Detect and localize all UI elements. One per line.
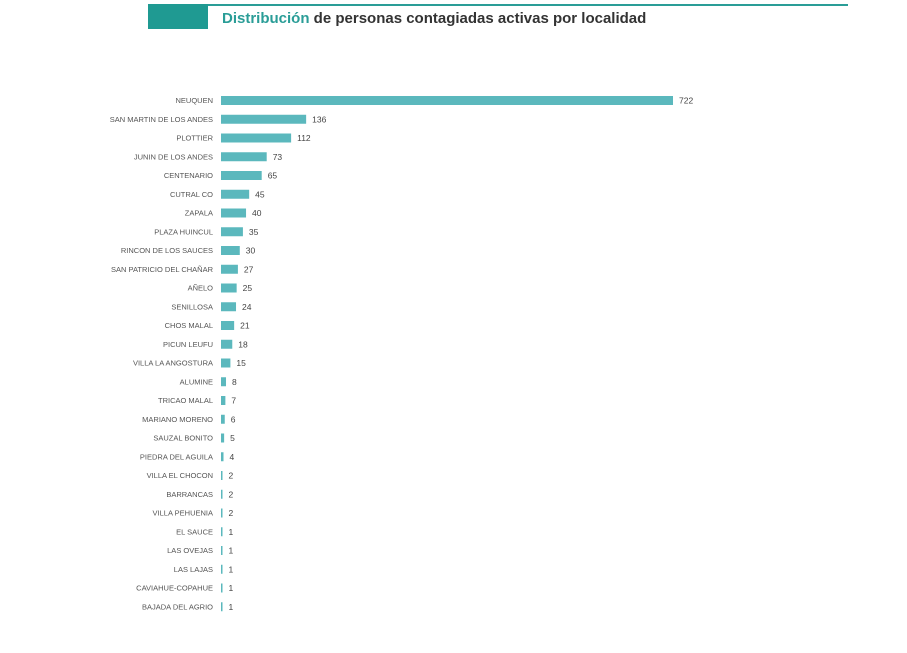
value-label: 25 xyxy=(243,283,253,293)
bar xyxy=(221,133,292,143)
value-label: 136 xyxy=(312,114,326,124)
bar xyxy=(221,114,307,124)
value-label: 27 xyxy=(244,264,254,274)
value-label: 24 xyxy=(242,302,252,312)
bar xyxy=(221,471,223,480)
bar xyxy=(221,152,267,162)
value-label: 5 xyxy=(230,433,235,443)
category-label: CHOS MALAL xyxy=(165,321,213,330)
bar xyxy=(221,489,223,499)
bar xyxy=(221,302,237,312)
category-label: SAUZAL BONITO xyxy=(153,434,213,443)
bar xyxy=(221,283,237,293)
bar xyxy=(221,583,223,593)
category-label: CUTRAL CO xyxy=(170,190,213,199)
bar xyxy=(221,602,223,612)
value-label: 15 xyxy=(236,358,246,368)
category-label: SAN PATRICIO DEL CHAÑAR xyxy=(111,265,214,274)
bar xyxy=(221,546,223,555)
bar xyxy=(221,564,223,574)
category-label: VILLA LA ANGOSTURA xyxy=(133,359,213,368)
value-label: 21 xyxy=(240,321,250,331)
category-label: BARRANCAS xyxy=(166,490,213,499)
value-label: 2 xyxy=(229,489,234,499)
category-label: PLAZA HUINCUL xyxy=(154,227,213,236)
value-label: 722 xyxy=(679,96,693,106)
value-label: 1 xyxy=(229,546,234,556)
title-highlight: Distribución xyxy=(222,10,310,27)
value-label: 1 xyxy=(229,527,234,537)
bar xyxy=(221,433,225,443)
bar xyxy=(221,264,238,274)
value-label: 73 xyxy=(273,152,283,162)
category-label: BAJADA DEL AGRIO xyxy=(142,602,213,611)
bar xyxy=(221,96,673,105)
bar xyxy=(221,452,224,462)
category-label: JUNIN DE LOS ANDES xyxy=(134,152,213,161)
category-label: CAVIAHUE-COPAHUE xyxy=(136,584,213,593)
bar xyxy=(221,508,223,518)
category-label: PIEDRA DEL AGUILA xyxy=(140,452,213,461)
bar xyxy=(221,527,223,537)
category-label: NEUQUEN xyxy=(175,96,213,105)
value-label: 6 xyxy=(231,414,236,424)
bar xyxy=(221,189,250,199)
header-rule xyxy=(148,4,848,6)
value-label: 2 xyxy=(229,508,234,518)
category-label: TRICAO MALAL xyxy=(158,396,213,405)
value-label: 40 xyxy=(252,208,262,218)
bar xyxy=(221,396,226,405)
value-label: 8 xyxy=(232,377,237,387)
category-label: CENTENARIO xyxy=(164,171,213,180)
category-label: LAS OVEJAS xyxy=(167,546,213,555)
bar xyxy=(221,171,262,180)
bar xyxy=(221,339,233,349)
value-label: 2 xyxy=(229,471,234,481)
value-label: 1 xyxy=(229,602,234,612)
category-label: RINCON DE LOS SAUCES xyxy=(121,246,213,255)
bar xyxy=(221,227,243,237)
category-label: MARIANO MORENO xyxy=(142,415,213,424)
header-accent-block xyxy=(148,4,208,29)
value-label: 30 xyxy=(246,246,256,256)
value-label: 18 xyxy=(238,339,248,349)
value-label: 4 xyxy=(230,452,235,462)
value-label: 112 xyxy=(297,133,311,143)
value-label: 7 xyxy=(231,396,236,406)
category-label: PLOTTIER xyxy=(176,134,213,143)
chart-title: Distribución de personas contagiadas act… xyxy=(222,10,646,27)
bar xyxy=(221,377,227,387)
category-label: ZAPALA xyxy=(185,209,213,218)
category-label: VILLA EL CHOCON xyxy=(147,471,213,480)
value-label: 1 xyxy=(229,564,234,574)
value-label: 35 xyxy=(249,227,259,237)
bar xyxy=(221,321,235,330)
title-rest: de personas contagiadas activas por loca… xyxy=(309,10,647,27)
bar xyxy=(221,208,247,218)
category-label: VILLA PEHUENIA xyxy=(153,509,213,518)
category-label: AÑELO xyxy=(188,284,214,293)
category-label: LAS LAJAS xyxy=(174,565,213,574)
category-label: ALUMINE xyxy=(180,377,213,386)
value-label: 65 xyxy=(268,171,278,181)
bar xyxy=(221,358,231,368)
bar xyxy=(221,414,225,424)
category-label: PICUN LEUFU xyxy=(163,340,213,349)
value-label: 45 xyxy=(255,189,265,199)
value-label: 1 xyxy=(229,583,234,593)
category-label: SAN MARTIN DE LOS ANDES xyxy=(110,115,213,124)
category-label: SENILLOSA xyxy=(171,302,213,311)
bar xyxy=(221,246,240,255)
category-label: EL SAUCE xyxy=(176,527,213,536)
